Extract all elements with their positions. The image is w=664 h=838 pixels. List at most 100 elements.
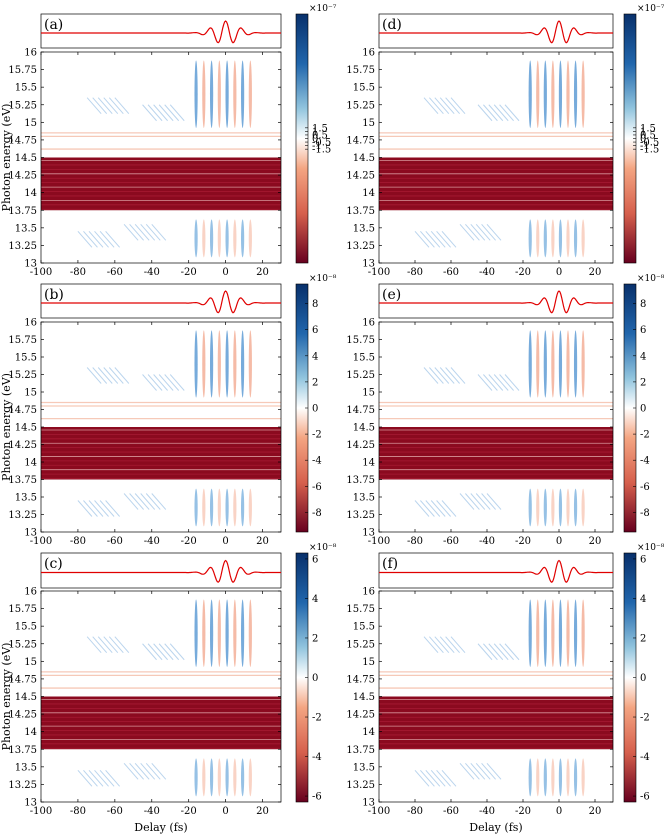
x-tick-label: -100 [30, 806, 52, 817]
x-tick-label: -100 [368, 267, 390, 278]
colorbar-exponent: ×10⁻⁸ [309, 274, 337, 284]
colorbar-tick-label: 4 [640, 594, 646, 605]
x-tick-label: -40 [144, 267, 160, 278]
x-tick-label: -100 [368, 806, 390, 817]
pulse-inset-frame [378, 552, 614, 589]
panel-label: (a) [44, 17, 63, 33]
y-tick-label: 13.5 [15, 493, 37, 504]
heatmap-area [41, 322, 281, 532]
y-tick-label: 13.75 [8, 745, 37, 756]
y-tick-label: 14.5 [353, 153, 375, 164]
x-tick-label: 0 [556, 536, 562, 547]
colorbar-tick-label: -8 [640, 508, 650, 519]
y-tick-label: 15.5 [353, 622, 375, 633]
colorbar-tick-label: -4 [312, 456, 322, 467]
y-tick-label: 14.75 [8, 405, 37, 416]
x-tick-label: 0 [556, 806, 562, 817]
colorbar-tick-label: 4 [312, 594, 318, 605]
y-tick-label: 13.5 [15, 762, 37, 773]
x-tick-label: -20 [515, 536, 531, 547]
colorbar-tick-label: -8 [312, 508, 322, 519]
absorption-band [41, 696, 281, 750]
absorption-band [379, 157, 613, 211]
colorbar-tick-label: 1 [640, 127, 646, 138]
colorbar-tick-label: 0 [640, 673, 646, 684]
x-tick-label: 0 [222, 536, 228, 547]
y-tick-label: 14.25 [8, 440, 37, 451]
y-tick-label: 15.25 [346, 370, 375, 381]
y-tick-label: 15.25 [8, 639, 37, 650]
colorbar-tick-label: 2 [312, 377, 318, 388]
x-tick-label: -60 [107, 806, 123, 817]
y-tick-label: 13.25 [346, 780, 375, 791]
x-tick-label: -40 [479, 267, 495, 278]
colorbar-tick-label: 2 [640, 633, 646, 644]
heatmap-area [41, 52, 281, 263]
y-tick-label: 13.5 [15, 223, 37, 234]
y-tick-label: 15.75 [346, 335, 375, 346]
y-tick-label: 13.25 [8, 241, 37, 252]
y-tick-label: 15.25 [346, 100, 375, 111]
pulse-waveform [379, 20, 613, 44]
x-tick-label: -60 [107, 536, 123, 547]
x-tick-label: 20 [256, 806, 269, 817]
y-tick-label: 15.75 [8, 604, 37, 615]
colorbar-tick-label: 1 [312, 127, 318, 138]
colorbar-tick-label: 6 [640, 554, 646, 565]
y-tick-label: 15.25 [8, 100, 37, 111]
x-tick-label: -40 [479, 536, 495, 547]
y-tick-label: 14.25 [8, 171, 37, 182]
pulse-waveform [379, 559, 613, 583]
x-tick-label: -20 [181, 536, 197, 547]
colorbar-tick-label: 0.5 [312, 130, 328, 141]
y-tick-label: 16 [362, 587, 375, 598]
y-tick-label: 13.75 [346, 745, 375, 756]
y-tick-label: 15 [362, 118, 375, 129]
y-tick-label: 13.25 [346, 510, 375, 521]
colorbar-tick-label: -6 [640, 482, 650, 493]
panel-label: (b) [44, 287, 64, 303]
x-tick-label: 0 [222, 806, 228, 817]
x-tick-label: -100 [368, 536, 390, 547]
y-tick-label: 14.75 [346, 135, 375, 146]
y-tick-label: 13 [24, 259, 37, 270]
y-tick-label: 15.5 [15, 83, 37, 94]
y-tick-label: 14.25 [346, 440, 375, 451]
heatmap-area [379, 52, 613, 263]
x-tick-label: -40 [479, 806, 495, 817]
y-tick-label: 13 [24, 528, 37, 539]
colorbar-tick-label: 0 [312, 134, 318, 145]
panel-e: 13 13.25 13.5 13.75 14 14.25 14.5 14.75 15 15.25 1… [346, 274, 664, 547]
colorbar-tick-label: 0 [640, 404, 646, 415]
pulse-waveform [41, 559, 281, 583]
y-tick-label: 16 [24, 318, 37, 329]
x-axis-label: Delay (fs) [134, 821, 187, 834]
y-tick-label: 14.25 [346, 710, 375, 721]
colorbar-tick-label: 0 [312, 673, 318, 684]
y-tick-label: 15.75 [346, 65, 375, 76]
x-tick-label: -100 [30, 536, 52, 547]
x-tick-label: -20 [181, 806, 197, 817]
y-tick-label: 13 [362, 528, 375, 539]
x-tick-label: -100 [30, 267, 52, 278]
y-axis-label: Photon energy (eV) [0, 104, 13, 212]
absorption-band [379, 696, 613, 750]
y-axis-label: Photon energy (eV) [0, 643, 13, 751]
colorbar-exponent: ×10⁻⁷ [637, 4, 664, 14]
y-tick-label: 16 [362, 318, 375, 329]
colorbar-tick-label: -2 [312, 713, 322, 724]
x-tick-label: 20 [256, 536, 269, 547]
y-tick-label: 15.75 [8, 335, 37, 346]
absorption-band [41, 427, 281, 480]
x-tick-label: -60 [443, 267, 459, 278]
colorbar-tick-label: 0 [312, 404, 318, 415]
colorbar-tick-label: 0 [640, 134, 646, 145]
y-tick-label: 16 [24, 587, 37, 598]
y-tick-label: 14 [362, 727, 375, 738]
y-tick-label: 13.25 [346, 241, 375, 252]
heatmap-area [41, 591, 281, 802]
x-tick-label: -60 [443, 536, 459, 547]
y-tick-label: 15 [362, 388, 375, 399]
pulse-inset-frame [40, 552, 282, 589]
x-tick-label: 20 [589, 806, 602, 817]
